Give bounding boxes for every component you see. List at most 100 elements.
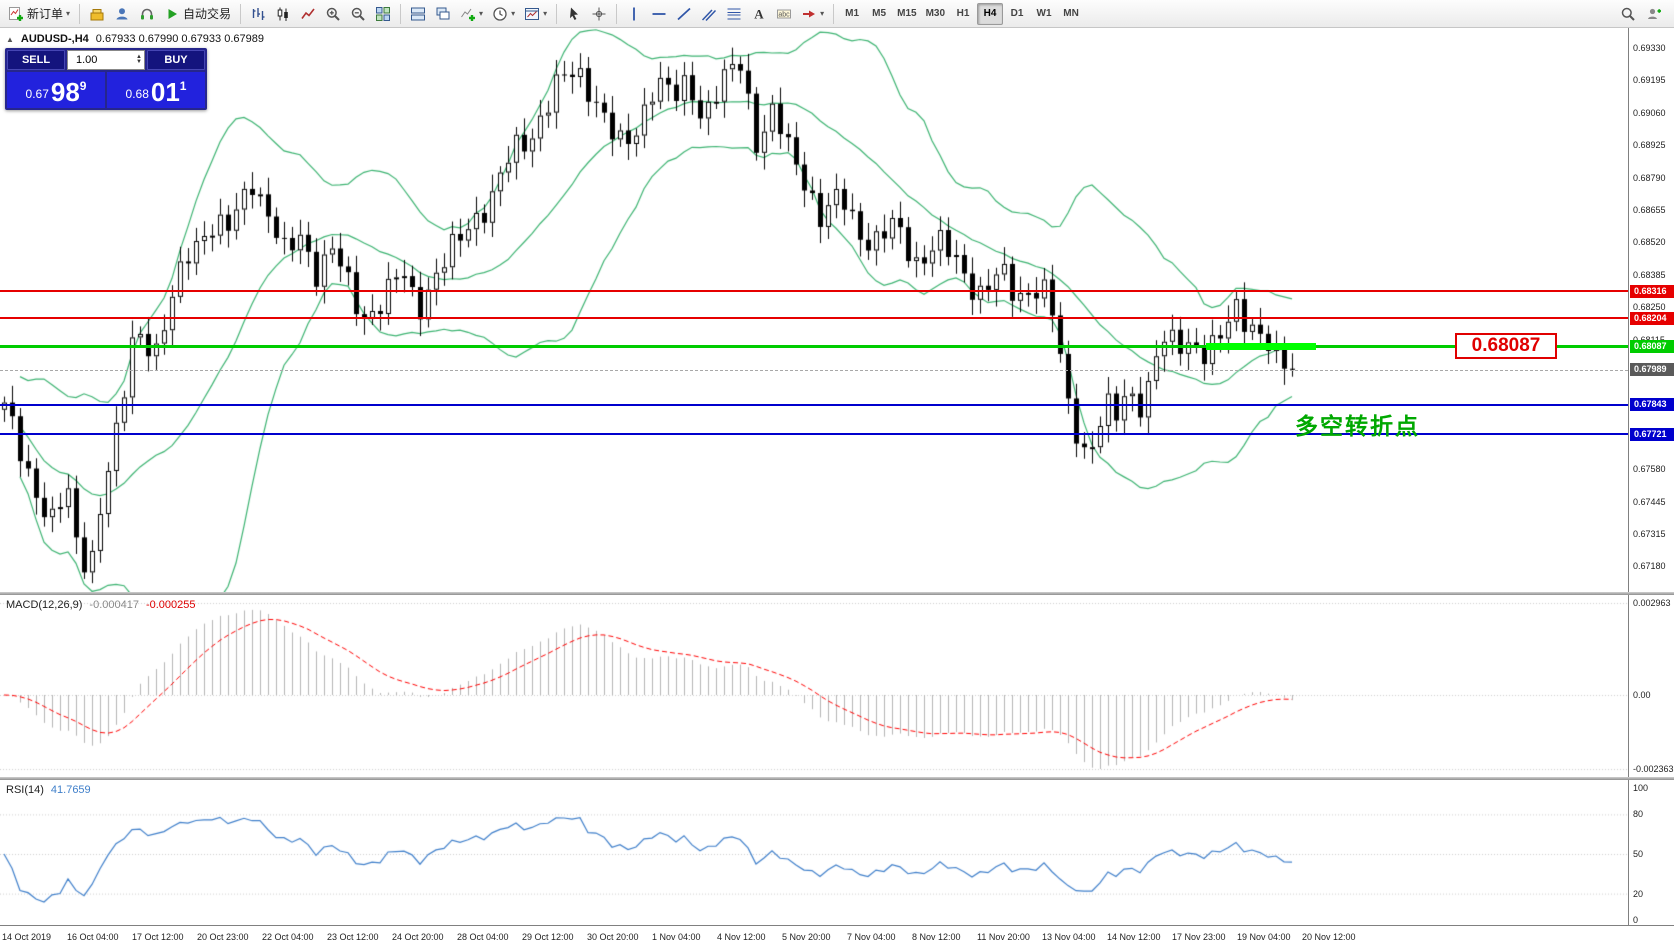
community-icon <box>1646 6 1662 22</box>
time-axis-label: 14 Nov 12:00 <box>1107 932 1161 942</box>
sell-price-box[interactable]: 0.67 98 9 <box>7 72 105 108</box>
indicators-button[interactable]: ▾ <box>456 2 487 26</box>
line-chart-button[interactable] <box>296 2 320 26</box>
vertical-line-button[interactable] <box>622 2 646 26</box>
text-label-button[interactable]: abc <box>772 2 796 26</box>
panel-splitter[interactable] <box>0 592 1674 595</box>
price-tag: 0.67989 <box>1630 363 1674 377</box>
sell-price-big: 98 <box>50 77 80 107</box>
zoom-out-button[interactable] <box>346 2 370 26</box>
price-scale-label: 0.68520 <box>1633 237 1666 248</box>
time-axis-label: 11 Nov 20:00 <box>977 932 1030 942</box>
price-scale[interactable]: 0.69330 0.69195 0.69060 0.68925 0.68790 0.686… <box>1628 28 1674 925</box>
equidistant-channel-button[interactable] <box>697 2 721 26</box>
price-scale-label: 0.67180 <box>1633 561 1666 572</box>
volume-value: 1.00 <box>76 54 98 66</box>
dropdown-arrow-icon: ▾ <box>820 9 825 18</box>
horizontal-line-button[interactable] <box>647 2 671 26</box>
tile-windows-button[interactable] <box>371 2 395 26</box>
support-icon <box>139 6 155 22</box>
spinner-up-icon[interactable]: ▲ <box>136 54 142 60</box>
time-axis[interactable]: 14 Oct 2019 16 Oct 04:00 17 Oct 12:00 20 Oc… <box>0 925 1674 947</box>
timeframe-m5-button[interactable]: M5 <box>866 3 892 25</box>
price-scale-label: 0.68115 <box>1633 335 1665 345</box>
market-watch-icon <box>89 6 105 22</box>
arrange-windows-button[interactable] <box>406 2 430 26</box>
toolbar-right-group <box>1616 2 1670 26</box>
arrows-button[interactable]: ▾ <box>797 2 828 26</box>
price-scale-label: 0.69330 <box>1633 43 1666 53</box>
candlestick-chart-button[interactable] <box>271 2 295 26</box>
autotrading-button-label: 自动交易 <box>183 7 232 21</box>
market-watch-button[interactable] <box>85 2 109 26</box>
vertical-line-icon <box>626 6 642 22</box>
dropdown-arrow-icon: ▾ <box>543 9 548 18</box>
buy-price-pip: 1 <box>179 79 187 93</box>
dropdown-arrow-icon: ▾ <box>479 9 484 18</box>
panel-splitter[interactable] <box>0 777 1674 780</box>
buy-button[interactable]: BUY <box>147 50 205 70</box>
search-icon <box>1620 6 1636 22</box>
time-axis-label: 29 Oct 12:00 <box>522 932 574 942</box>
bar-chart-button[interactable] <box>246 2 270 26</box>
timeframe-mn-button[interactable]: MN <box>1058 3 1084 25</box>
chart-annotation[interactable]: 多空转折点 <box>1295 413 1420 439</box>
time-axis-label: 17 Oct 12:00 <box>132 932 184 942</box>
trendline-button[interactable] <box>672 2 696 26</box>
cascade-windows-button[interactable] <box>431 2 455 26</box>
trendline-icon <box>676 6 692 22</box>
autotrading-button[interactable]: 自动交易 <box>160 2 235 26</box>
horizontal-line-icon <box>651 6 667 22</box>
zoom-in-icon <box>325 6 341 22</box>
collapse-icon[interactable]: ▲ <box>6 34 14 44</box>
highlight-segment[interactable] <box>1206 342 1316 350</box>
price-tag: 0.67721 <box>1630 427 1674 441</box>
timeframe-m15-button[interactable]: M15 <box>893 3 920 25</box>
rsi-scale-label: 20 <box>1633 889 1644 899</box>
macd-canvas[interactable] <box>0 595 1628 777</box>
rsi-label-row: RSI(14) 41.7659 <box>6 784 91 796</box>
price-callout[interactable]: 0.68087 <box>1455 333 1557 360</box>
timeframe-h1-button[interactable]: H1 <box>950 3 976 25</box>
buy-price-box[interactable]: 0.68 01 1 <box>107 72 205 108</box>
zoom-in-button[interactable] <box>321 2 345 26</box>
time-axis-label: 20 Oct 23:00 <box>197 932 249 942</box>
new-order-button[interactable]: 新订单 ▾ <box>4 2 74 26</box>
timeframe-d1-button[interactable]: D1 <box>1004 3 1030 25</box>
timeframe-h4-button[interactable]: H4 <box>977 2 1004 25</box>
price-scale-label: 0.68790 <box>1633 172 1666 183</box>
periods-button[interactable]: ▾ <box>488 2 519 26</box>
profile-icon <box>114 6 130 22</box>
volume-input[interactable]: 1.00 ▲ ▼ <box>67 50 145 70</box>
price-chart-canvas[interactable] <box>0 28 1628 592</box>
toolbar-separator <box>833 3 835 24</box>
price-scale-label: 0.69060 <box>1633 107 1666 118</box>
one-click-trading-panel: SELL 1.00 ▲ ▼ BUY 0.67 98 9 0.68 01 1 <box>5 48 207 110</box>
macd-panel: MACD(12,26,9) -0.000417 -0.000255 <box>0 595 1628 777</box>
templates-button[interactable]: ▾ <box>520 2 551 26</box>
fibonacci-icon <box>726 6 742 22</box>
timeframe-m30-button[interactable]: M30 <box>922 3 949 25</box>
crosshair-button[interactable] <box>587 2 611 26</box>
bid-price-line <box>0 369 1628 371</box>
price-scale-label: 0.69195 <box>1633 75 1666 86</box>
rsi-scale-label: 100 <box>1633 783 1649 793</box>
text-button[interactable]: A <box>747 2 771 26</box>
chart-region: ▲ AUDUSD-,H4 0.67933 0.67990 0.67933 0.6… <box>0 28 1628 592</box>
time-axis-label: 28 Oct 04:00 <box>457 932 509 942</box>
rsi-canvas[interactable] <box>0 780 1628 925</box>
timeframe-m1-button[interactable]: M1 <box>839 3 865 25</box>
buy-price-prefix: 0.68 <box>125 87 149 101</box>
arrange-windows-icon <box>410 6 426 22</box>
timeframe-w1-button[interactable]: W1 <box>1031 3 1057 25</box>
volume-spinner[interactable]: ▲ ▼ <box>136 54 142 65</box>
spinner-down-icon[interactable]: ▼ <box>136 59 142 65</box>
fibonacci-button[interactable] <box>722 2 746 26</box>
support-button[interactable] <box>135 2 159 26</box>
community-button[interactable] <box>1642 2 1666 26</box>
search-button[interactable] <box>1616 2 1640 26</box>
profile-button[interactable] <box>110 2 134 26</box>
sell-button[interactable]: SELL <box>7 50 65 70</box>
cursor-button[interactable] <box>562 2 586 26</box>
